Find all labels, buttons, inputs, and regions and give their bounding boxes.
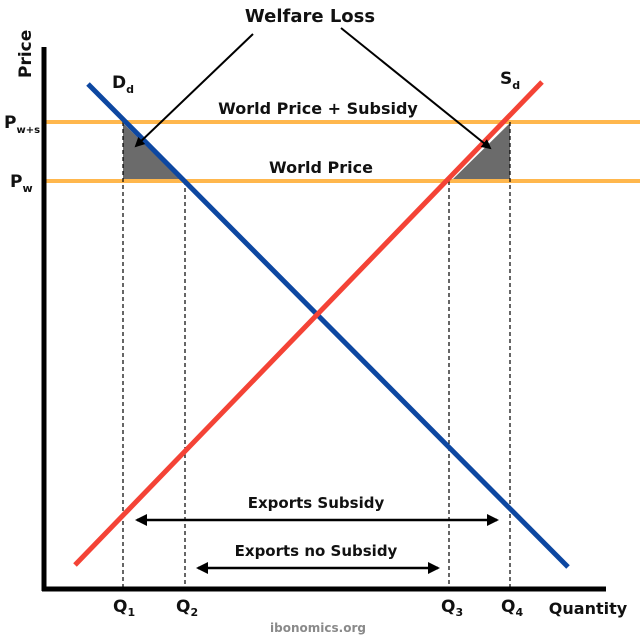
- y-axis-label: Price: [16, 30, 36, 78]
- welfare-loss-title: Welfare Loss: [245, 6, 375, 27]
- q1-label: Q1: [113, 597, 135, 619]
- q4-label: Q4: [501, 597, 523, 619]
- world-price-label: World Price: [269, 158, 373, 177]
- welfare-loss-arrow-left: [134, 33, 254, 148]
- demand-label: Dd: [112, 73, 134, 96]
- welfare-loss-triangle-right: [451, 123, 510, 181]
- q2-label: Q2: [176, 597, 198, 619]
- welfare-loss-arrow-right: [340, 27, 492, 150]
- demand-curve: [86, 82, 570, 569]
- supply-curve: [73, 80, 544, 567]
- supply-label: Sd: [500, 69, 520, 92]
- exports-subsidy-label: Exports Subsidy: [248, 494, 385, 512]
- exports-no-subsidy-label: Exports no Subsidy: [235, 542, 398, 560]
- watermark: ibonomics.org: [270, 621, 366, 635]
- x-axis-label: Quantity: [549, 599, 628, 618]
- q3-label: Q3: [441, 597, 463, 619]
- pw-label: Pw: [10, 172, 33, 195]
- pws-label: Pw+s: [4, 113, 40, 136]
- world-price-subsidy-label: World Price + Subsidy: [218, 99, 418, 118]
